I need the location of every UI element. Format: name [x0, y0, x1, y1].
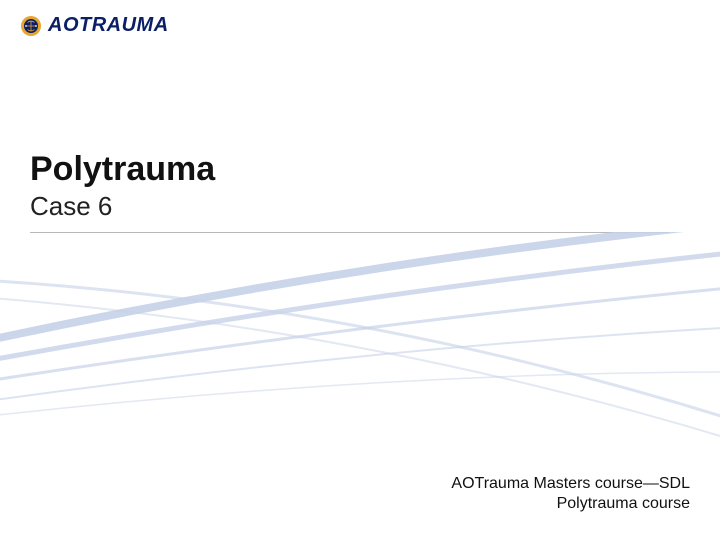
brand-prefix: AO: [48, 14, 79, 36]
brand-text: AOTRAUMA: [48, 14, 169, 37]
footer: AOTrauma Masters course—SDL Polytrauma c…: [451, 474, 690, 514]
slide-title: Polytrauma: [30, 150, 215, 189]
title-divider: [30, 232, 670, 233]
footer-line-2: Polytrauma course: [451, 494, 690, 514]
brand-suffix: TRAUMA: [79, 14, 169, 36]
globe-bones-icon: [20, 15, 42, 37]
swoosh-graphic: [0, 232, 720, 442]
footer-line-1: AOTrauma Masters course—SDL: [451, 474, 690, 494]
slide-subtitle: Case 6: [30, 191, 215, 222]
slide: AOTRAUMA Polytrauma Case 6 AOTrauma Mast…: [0, 0, 720, 540]
title-block: Polytrauma Case 6: [30, 150, 215, 222]
brand-logo: AOTRAUMA: [20, 14, 169, 37]
